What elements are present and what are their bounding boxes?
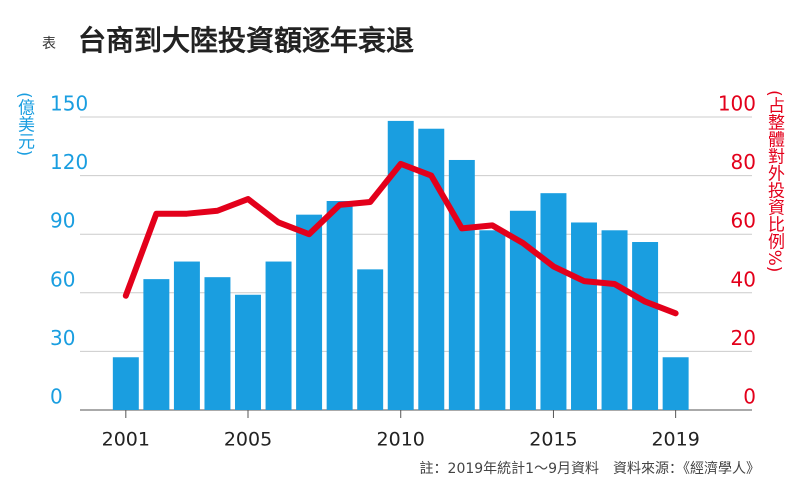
bar [204,277,231,410]
y-tick-label: 90 [50,209,75,233]
y2-tick-label: 60 [731,209,756,233]
y2-tick-label: 40 [731,267,756,291]
y2-tick-label: 0 [743,385,756,409]
y-tick-label: 150 [50,92,88,116]
bar [601,230,628,410]
y-tick-label: 60 [50,267,75,291]
bar [540,193,567,410]
bar [662,357,689,410]
x-tick-label: 2010 [377,429,425,451]
y2-tick-label: 80 [731,150,756,174]
line [122,160,679,317]
bar [173,261,200,410]
bar [448,159,475,410]
x-tick-label: 2015 [529,429,577,451]
bar [479,230,506,410]
y-tick-label: 30 [50,326,75,350]
y-tick-label: 0 [50,385,63,409]
bar [357,269,384,410]
y2-tick-label: 20 [731,326,756,350]
bar [265,261,292,410]
x-tick-label: 2005 [224,429,272,451]
bar [296,214,323,410]
y-axis-label: (億美元) [14,92,35,156]
chart-title: 台商到大陸投資額逐年衰退 [78,24,414,57]
bar [326,200,353,410]
y-tick-label: 120 [50,150,88,174]
x-tick-label: 2019 [651,429,699,451]
x-tick-label: 2001 [102,429,150,451]
note: 註：2019年統計1～9月資料 資料來源：《經濟學人》 [420,461,760,477]
bar [143,279,170,410]
bar [632,242,659,410]
bar [571,222,597,410]
bar [112,357,139,410]
bar [235,294,261,410]
y2-tick-label: 100 [718,92,756,116]
y2-axis-label: (占整體對外投資比例%) [764,90,785,272]
title-prefix: 表 [42,36,56,52]
